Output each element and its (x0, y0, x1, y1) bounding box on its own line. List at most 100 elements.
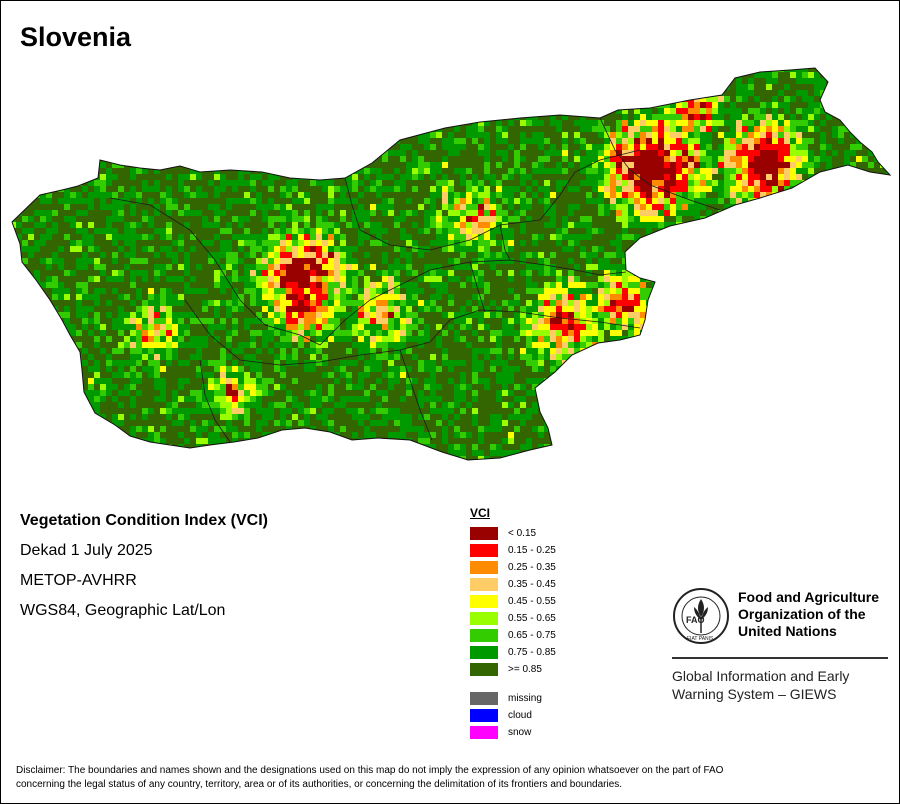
raster-cell (778, 378, 784, 384)
raster-cell (568, 204, 574, 210)
raster-cell (478, 300, 484, 306)
raster-cell (250, 390, 256, 396)
raster-cell (808, 318, 814, 324)
raster-cell (334, 336, 340, 342)
raster-cell (766, 384, 772, 390)
raster-cell (520, 174, 526, 180)
raster-cell (784, 330, 790, 336)
raster-cell (196, 288, 202, 294)
raster-cell (334, 126, 340, 132)
raster-cell (418, 402, 424, 408)
raster-cell (844, 390, 850, 396)
raster-cell (406, 198, 412, 204)
raster-cell (850, 306, 856, 312)
raster-cell (334, 324, 340, 330)
raster-cell (874, 288, 880, 294)
raster-cell (748, 108, 754, 114)
raster-cell (706, 174, 712, 180)
raster-cell (274, 288, 280, 294)
raster-cell (118, 96, 124, 102)
raster-cell (652, 402, 658, 408)
raster-cell (454, 192, 460, 198)
raster-cell (142, 168, 148, 174)
raster-cell (46, 114, 52, 120)
raster-cell (88, 306, 94, 312)
raster-cell (688, 246, 694, 252)
raster-cell (406, 252, 412, 258)
raster-cell (706, 300, 712, 306)
raster-cell (550, 216, 556, 222)
raster-cell (622, 126, 628, 132)
raster-cell (436, 168, 442, 174)
raster-cell (340, 276, 346, 282)
raster-cell (502, 240, 508, 246)
raster-cell (346, 96, 352, 102)
raster-cell (640, 192, 646, 198)
raster-cell (544, 264, 550, 270)
raster-cell (886, 216, 890, 222)
raster-cell (82, 312, 88, 318)
raster-cell (52, 288, 58, 294)
raster-cell (418, 288, 424, 294)
raster-cell (736, 168, 742, 174)
raster-cell (514, 300, 520, 306)
raster-cell (70, 96, 76, 102)
raster-cell (544, 204, 550, 210)
raster-cell (322, 330, 328, 336)
raster-cell (868, 402, 874, 408)
raster-cell (562, 102, 568, 108)
raster-cell (820, 78, 826, 84)
raster-cell (292, 360, 298, 366)
raster-cell (502, 228, 508, 234)
raster-cell (562, 306, 568, 312)
raster-cell (472, 246, 478, 252)
raster-cell (472, 198, 478, 204)
raster-cell (12, 68, 16, 72)
raster-cell (106, 114, 112, 120)
raster-cell (604, 186, 610, 192)
raster-cell (622, 138, 628, 144)
raster-cell (214, 402, 220, 408)
raster-cell (394, 258, 400, 264)
raster-cell (754, 156, 760, 162)
raster-cell (370, 180, 376, 186)
raster-cell (826, 318, 832, 324)
raster-cell (652, 246, 658, 252)
raster-cell (454, 150, 460, 156)
raster-cell (88, 384, 94, 390)
raster-cell (448, 276, 454, 282)
raster-cell (448, 258, 454, 264)
raster-cell (778, 306, 784, 312)
raster-cell (586, 168, 592, 174)
raster-cell (436, 366, 442, 372)
raster-cell (292, 300, 298, 306)
raster-cell (148, 216, 154, 222)
raster-cell (130, 96, 136, 102)
raster-cell (142, 306, 148, 312)
raster-cell (190, 68, 196, 72)
raster-cell (448, 408, 454, 414)
raster-cell (634, 300, 640, 306)
raster-cell (82, 144, 88, 150)
raster-cell (100, 204, 106, 210)
raster-cell (568, 240, 574, 246)
raster-cell (760, 282, 766, 288)
raster-cell (610, 102, 616, 108)
raster-cell (250, 186, 256, 192)
raster-cell (376, 282, 382, 288)
raster-cell (760, 162, 766, 168)
raster-cell (736, 396, 742, 402)
raster-cell (88, 138, 94, 144)
raster-cell (880, 174, 886, 180)
raster-cell (472, 84, 478, 90)
raster-cell (382, 228, 388, 234)
raster-cell (388, 324, 394, 330)
raster-cell (208, 138, 214, 144)
raster-cell (784, 180, 790, 186)
raster-cell (562, 234, 568, 240)
raster-cell (12, 204, 16, 210)
raster-cell (340, 372, 346, 378)
raster-cell (328, 288, 334, 294)
raster-cell (658, 270, 664, 276)
raster-cell (64, 324, 70, 330)
